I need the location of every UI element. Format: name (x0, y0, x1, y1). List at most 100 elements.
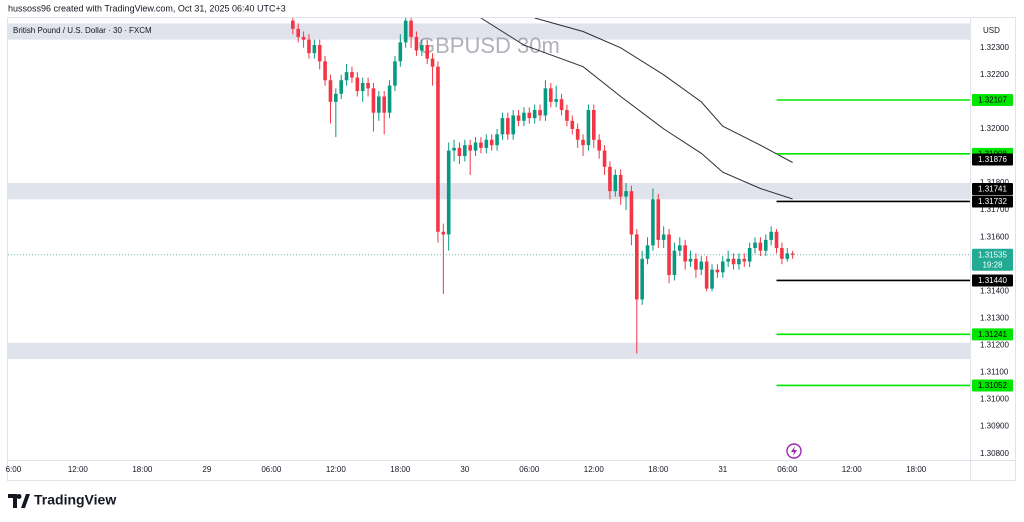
candle-body (430, 58, 435, 67)
level-label: 1.31052 (978, 381, 1007, 390)
candle-body (527, 112, 532, 119)
x-tick-label: 06:00 (261, 465, 282, 474)
candle-body (538, 110, 542, 116)
x-tick-label: 31 (718, 465, 727, 474)
y-tick-label: 1.32200 (980, 70, 1009, 79)
candle-body (377, 96, 381, 113)
candle-body (463, 145, 467, 156)
candle-body (758, 242, 763, 251)
candle-body (769, 231, 773, 240)
candle-body (409, 20, 413, 37)
candle-body (613, 174, 618, 192)
candle-body (737, 258, 741, 265)
candle-body (382, 96, 387, 113)
candle-body (350, 72, 354, 78)
candle-body (645, 245, 650, 259)
candle-body (683, 245, 687, 262)
candle-body (522, 112, 526, 121)
y-tick-label: 1.31700 (980, 205, 1009, 214)
y-tick-label: 1.32000 (980, 124, 1009, 133)
candle-body (699, 261, 704, 270)
candle-body (328, 80, 333, 102)
candle-body (602, 150, 607, 167)
candle-body (317, 45, 322, 62)
candle-body (575, 128, 580, 140)
level-label-box (972, 328, 1013, 341)
alert-icon[interactable] (786, 443, 802, 459)
candle-body (726, 258, 730, 262)
y-tick-label: 1.31400 (980, 286, 1009, 295)
currency: USD (983, 26, 1000, 35)
alert-circle (786, 443, 802, 459)
candle-body (516, 115, 521, 121)
candle-body (484, 139, 489, 148)
current-price-box (972, 248, 1013, 271)
candle-body (543, 88, 548, 116)
alert-bolt (791, 446, 797, 456)
level-label-box (972, 379, 1013, 392)
candle-body (720, 261, 725, 273)
candle-body (479, 142, 483, 148)
brand-logo: TradingView (8, 492, 116, 508)
x-tick-label: 12:00 (842, 465, 863, 474)
indicator-line (534, 18, 793, 163)
x-tick-label: 06:00 (777, 465, 798, 474)
candle-body (468, 145, 472, 151)
candle-body (672, 250, 677, 276)
x-tick-label: 18:00 (906, 465, 927, 474)
candle-body (790, 253, 795, 255)
y-tick-label: 1.31600 (980, 232, 1009, 241)
candle-body (688, 258, 693, 262)
x-tick-label: 30 (460, 465, 469, 474)
candle-body (425, 45, 429, 59)
y-tick-label: 1.31800 (980, 178, 1009, 187)
candle-body (452, 147, 456, 151)
candle-body (360, 82, 365, 92)
level-label: 1.31241 (978, 330, 1007, 339)
candle-body (747, 248, 752, 262)
candle-body (355, 77, 360, 92)
candle-body (495, 134, 499, 146)
candle-body (581, 139, 585, 146)
header: hussoss96 created with TradingView.com, … (8, 3, 286, 13)
candle-body (457, 147, 462, 156)
candle-body (774, 231, 779, 248)
candle-body (506, 118, 510, 135)
candle-body (387, 85, 392, 113)
candle-body (624, 191, 628, 197)
candle-body (549, 88, 553, 102)
level-label: 1.32107 (978, 96, 1007, 105)
candle-body (371, 88, 376, 113)
candle-body (656, 199, 661, 240)
candle-body (441, 231, 446, 235)
y-tick-label: 1.30800 (980, 449, 1009, 458)
x-tick-label: 6:00 (6, 465, 22, 474)
candle-body (339, 80, 344, 94)
candle-body (742, 258, 747, 262)
candle-body (677, 245, 682, 251)
candle-body (511, 115, 515, 135)
candle-body (704, 261, 709, 289)
candle-body (323, 61, 327, 81)
zone (8, 23, 970, 40)
symbol: British Pound / U.S. Dollar · 30 · FXCM (13, 26, 152, 35)
brand-mark (8, 494, 30, 508)
zone (8, 183, 970, 200)
plot (8, 18, 970, 387)
level-label-box (972, 93, 1013, 106)
zones (8, 23, 970, 359)
candle-body (667, 234, 671, 276)
candle-body (586, 110, 591, 146)
x-tick-label: 12:00 (68, 465, 89, 474)
candle-body (307, 39, 311, 54)
candle-body (296, 28, 301, 37)
candle-body (403, 20, 408, 43)
x-tick-label: 18:00 (132, 465, 153, 474)
candle-body (597, 139, 601, 151)
price-labels: 1.321071.319081.317321.314401.312411.310… (972, 93, 1013, 392)
x-tick-label: 29 (202, 465, 211, 474)
axis: 1.32300 1.32200 1.32000 1.31800 1.31700 1.316… (6, 43, 1010, 474)
indicator-label-box (972, 183, 1013, 196)
